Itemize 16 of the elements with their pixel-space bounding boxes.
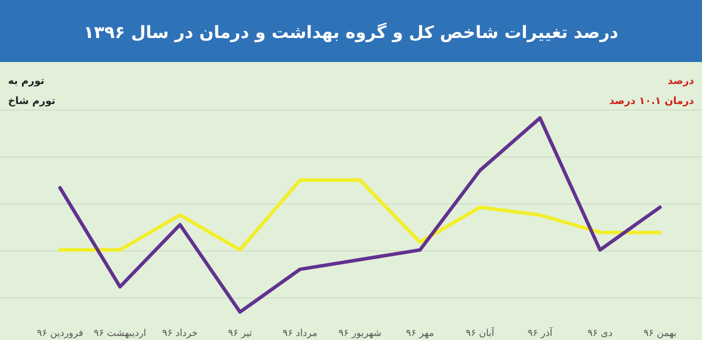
x-tick-label: تیر ۹۶	[228, 328, 252, 339]
x-tick-label: فروردین ۹۶	[36, 328, 84, 339]
text: تورم به	[8, 76, 45, 87]
chart-title: درصد تغییرات شاخص کل و گروه بهداشت و درمان در سال ۱۳۹۶	[84, 22, 619, 43]
x-tick-label: آذر ۹۶	[528, 327, 553, 339]
x-tick-label: آبان ۹۶	[466, 327, 495, 339]
x-tick-label: شهریور ۹۶	[338, 328, 382, 339]
x-tick-label: اردیبهشت ۹۶	[94, 328, 146, 339]
x-tick-label: مرداد ۹۶	[282, 328, 318, 339]
text: درصد	[668, 76, 694, 87]
x-tick-label: بهمن ۹۶	[644, 328, 676, 339]
text: درمان ۱۰.۱ درصد	[609, 96, 694, 107]
x-tick-label: مهر ۹۶	[406, 328, 434, 339]
x-tick-label: خرداد ۹۶	[162, 328, 198, 339]
text: تورم شاخ	[8, 96, 56, 107]
x-tick-label: دی ۹۶	[588, 328, 612, 339]
